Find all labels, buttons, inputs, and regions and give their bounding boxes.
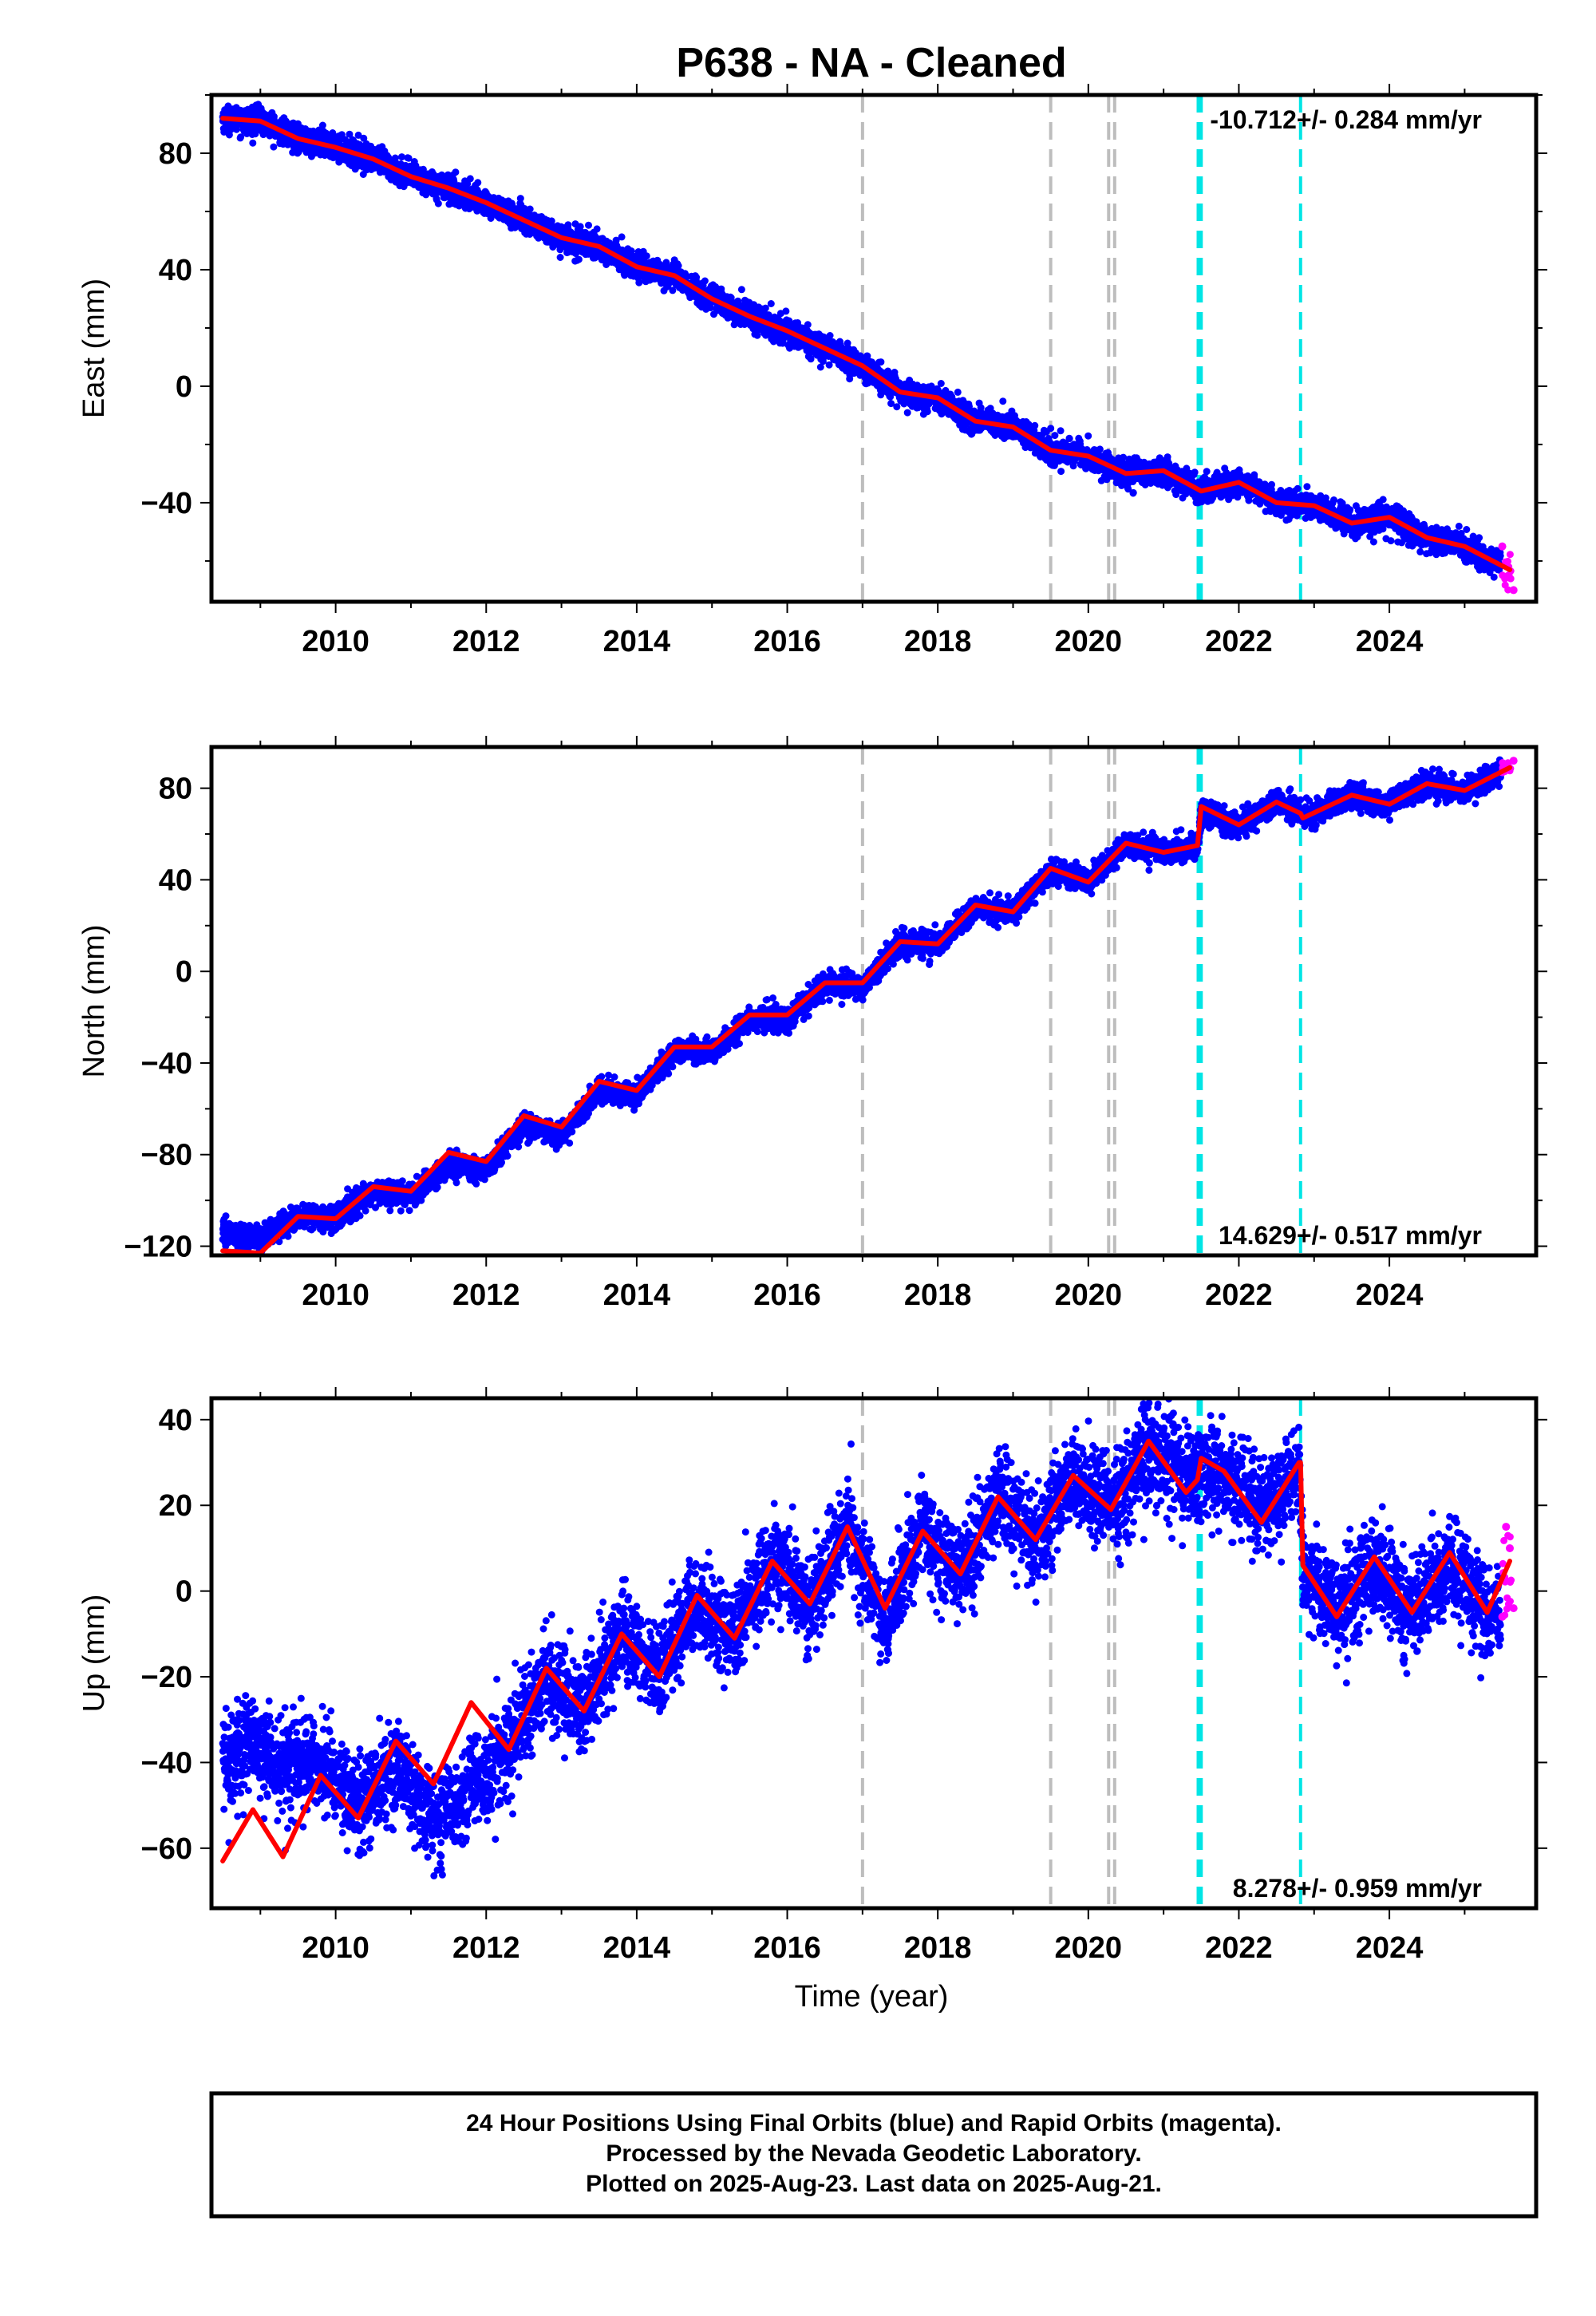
east-rapid-orbit-point-0	[1498, 542, 1507, 551]
up-rapid-orbit-point-1	[1502, 1523, 1511, 1531]
north-panel: 2010 2012 2014 2016 2018 2020 2022 2024 −120 −80 −…	[77, 736, 1547, 1312]
up-rate-label: 8.278+/- 0.959 mm/yr	[1233, 1874, 1482, 1903]
up-x-tick-label-2016: 2016	[753, 1931, 821, 1965]
north-y-tick-label-40: 40	[159, 864, 192, 897]
up-y-tick-label-40: 40	[159, 1404, 192, 1437]
east-y-axis-label: East (mm)	[77, 279, 111, 418]
east-rapid-orbit-point-1	[1509, 586, 1518, 595]
north-x-tick-label-2018: 2018	[904, 1279, 972, 1312]
up-y-tick-label-20: 20	[159, 1489, 192, 1523]
north-rate-label: 14.629+/- 0.517 mm/yr	[1219, 1221, 1482, 1250]
north-y-tick-label--80: −80	[141, 1139, 192, 1172]
north-y-axis-label: North (mm)	[77, 924, 111, 1077]
up-x-tick-label-2014: 2014	[603, 1931, 671, 1965]
footer-line-2: Processed by the Nevada Geodetic Laborat…	[606, 2140, 1141, 2167]
north-x-tick-label-2022: 2022	[1205, 1279, 1273, 1312]
north-x-tick-label-2012: 2012	[452, 1279, 520, 1312]
north-y-tick-label-80: 80	[159, 773, 192, 806]
east-plot-area	[219, 95, 1518, 602]
east-x-tick-label-2016: 2016	[753, 625, 821, 658]
up-y-tick-label--20: −20	[141, 1661, 192, 1694]
east-frame	[209, 93, 1539, 604]
up-plot-area	[219, 1398, 1518, 1908]
east-y-tick-label--40: −40	[141, 487, 192, 520]
up-x-tick-label-2010: 2010	[302, 1931, 369, 1965]
up-y-tick-label--60: −60	[141, 1832, 192, 1866]
north-y-tick-label-0: 0	[176, 955, 192, 989]
footer-line-1: 24 Hour Positions Using Final Orbits (bl…	[466, 2110, 1282, 2136]
up-rapid-orbit-point-3	[1509, 1604, 1518, 1613]
up-x-tick-label-2018: 2018	[904, 1931, 972, 1965]
north-x-tick-label-2024: 2024	[1356, 1279, 1424, 1312]
up-x-tick-label-2022: 2022	[1205, 1931, 1273, 1965]
east-panel: 2010 2012 2014 2016 2018 2020 2022 2024 −40 0 40 80…	[77, 84, 1547, 658]
up-x-tick-label-2020: 2020	[1055, 1931, 1123, 1965]
up-y-axis-label: Up (mm)	[77, 1595, 111, 1713]
east-y-tick-label-40: 40	[159, 254, 192, 287]
footer-box: 24 Hour Positions Using Final Orbits (bl…	[209, 2091, 1539, 2219]
east-x-tick-label-2014: 2014	[603, 625, 671, 658]
east-x-tick-label-2010: 2010	[302, 625, 369, 658]
x-axis-label: Time (year)	[795, 1980, 949, 2014]
east-y-tick-label-80: 80	[159, 137, 192, 171]
north-plot-area	[219, 747, 1518, 1255]
north-x-tick-label-2010: 2010	[302, 1279, 369, 1312]
north-x-tick-label-2016: 2016	[753, 1279, 821, 1312]
up-panel: 2010 2012 2014 2016 2018 2020 2022 2024 −60 −40 −2…	[77, 1387, 1547, 1965]
north-x-tick-label-2014: 2014	[603, 1279, 671, 1312]
figure-title: P638 - NA - Cleaned	[676, 40, 1066, 86]
east-y-tick-label-0: 0	[176, 370, 192, 404]
east-x-tick-label-2020: 2020	[1055, 625, 1123, 658]
footer-border	[209, 2091, 1539, 2219]
up-rapid-orbit-point-2	[1505, 1543, 1514, 1552]
east-x-tick-label-2022: 2022	[1205, 625, 1273, 658]
east-x-tick-label-2024: 2024	[1356, 625, 1424, 658]
footer-line-3: Plotted on 2025-Aug-23. Last data on 202…	[586, 2171, 1162, 2197]
east-rate-label: -10.712+/- 0.284 mm/yr	[1210, 105, 1482, 134]
north-model-line	[220, 765, 1512, 1255]
north-y-tick-label--120: −120	[124, 1231, 192, 1264]
up-x-tick-label-2012: 2012	[452, 1931, 520, 1965]
north-y-tick-label--40: −40	[141, 1047, 192, 1081]
east-model-line	[220, 116, 1512, 572]
up-frame	[209, 1396, 1539, 1911]
up-y-tick-label--40: −40	[141, 1746, 192, 1780]
east-x-tick-label-2012: 2012	[452, 625, 520, 658]
up-x-tick-label-2024: 2024	[1356, 1931, 1424, 1965]
north-x-tick-label-2020: 2020	[1055, 1279, 1123, 1312]
north-frame	[209, 745, 1539, 1258]
east-x-tick-label-2018: 2018	[904, 625, 972, 658]
north-rapid-orbit-point-1	[1509, 757, 1518, 765]
up-model-line	[220, 1438, 1512, 1863]
up-y-tick-label-0: 0	[176, 1575, 192, 1609]
